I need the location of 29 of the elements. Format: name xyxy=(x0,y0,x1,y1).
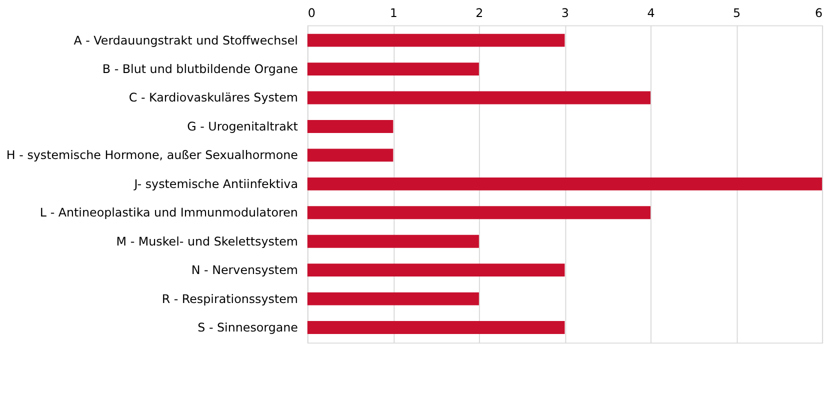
bar xyxy=(307,177,822,190)
bar xyxy=(307,206,650,220)
y-tick-label: J- systemische Antiinfektiva xyxy=(133,176,298,191)
y-tick-label: A - Verdauungstrakt und Stoffwechsel xyxy=(74,33,298,48)
y-tick-label: M - Muskel- und Skelettsystem xyxy=(116,234,298,248)
y-tick-label: H - systemische Hormone, außer Sexualhormone xyxy=(6,148,298,162)
y-tick-label: L - Antineoplastika und Immunmodulatoren xyxy=(40,206,298,220)
x-tick-label: 3 xyxy=(561,6,569,20)
y-tick-label: S - Sinnesorgane xyxy=(198,320,298,334)
x-tick-label: 6 xyxy=(814,6,823,20)
bar xyxy=(307,62,479,76)
bar xyxy=(307,234,479,248)
x-tick-label: 0 xyxy=(308,6,316,20)
bar xyxy=(307,321,565,334)
y-tick-label: R - Respirationssystem xyxy=(162,292,298,306)
bar xyxy=(307,34,565,47)
bar xyxy=(307,91,650,104)
bar xyxy=(307,292,479,306)
y-tick-label: N - Nervensystem xyxy=(191,263,298,278)
x-tick-label: 2 xyxy=(476,6,484,20)
x-tick-label: 1 xyxy=(390,6,398,20)
bar xyxy=(307,148,394,162)
y-tick-label: C - Kardiovaskuläres System xyxy=(128,90,298,105)
bar xyxy=(307,120,394,133)
bar xyxy=(307,264,565,277)
y-tick-label: G - Urogenitaltrakt xyxy=(187,119,298,134)
y-tick-label: B - Blut und blutbildende Organe xyxy=(102,62,298,76)
x-tick-label: 5 xyxy=(732,6,741,20)
x-tick-label: 4 xyxy=(647,6,655,20)
